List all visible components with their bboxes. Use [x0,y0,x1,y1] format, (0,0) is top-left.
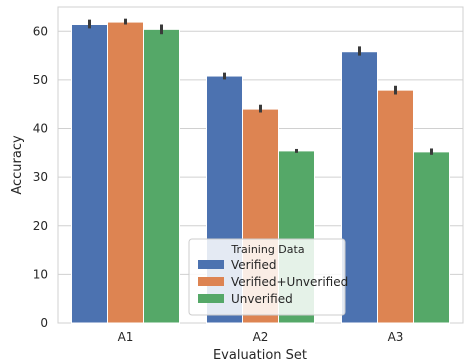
y-tick-label: 50 [33,73,48,87]
legend-label: Verified [231,258,277,272]
legend-items: Verified Verified+Unverified Unverified [198,258,348,306]
y-tick-label: 60 [33,24,48,38]
bar-a1-unverified [143,28,180,324]
bar-a1-verified [71,24,108,324]
y-tick-label: 40 [33,122,48,136]
error-bars [88,18,433,155]
y-axis-ticks: 0 10 20 30 40 50 60 [33,24,48,330]
x-tick-label: A3 [388,330,404,344]
y-tick-label: 20 [33,219,48,233]
bar-a1-verified-unverified [107,21,144,324]
x-tick-label: A2 [253,330,269,344]
legend-swatch [198,294,224,303]
bar-a3-verified-unverified [377,89,414,324]
x-tick-label: A1 [118,330,134,344]
legend-swatch [198,277,224,286]
legend-label: Unverified [231,292,293,306]
y-tick-label: 10 [33,267,48,281]
bars [71,21,450,324]
legend-box [188,238,346,316]
legend: Training Data Verified Verified+Unverifie… [188,238,348,316]
y-axis-label: Accuracy [10,135,25,195]
legend-label: Verified+Unverified [231,275,348,289]
bar-a3-unverified [413,151,450,324]
x-axis-label: Evaluation Set [213,348,307,362]
y-tick-label: 0 [40,316,48,330]
y-tick-label: 30 [33,170,48,184]
x-axis-ticks: A1 A2 A3 [118,330,404,344]
legend-title: Training Data [230,243,304,256]
legend-swatch [198,260,224,269]
